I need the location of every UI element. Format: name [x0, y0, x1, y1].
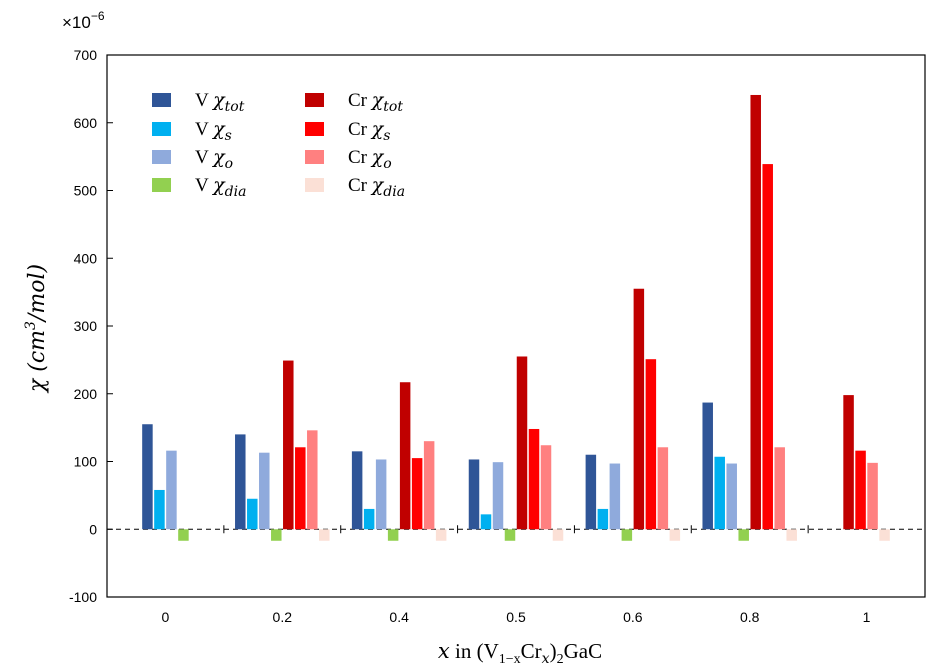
bar-v-tot-0.5 — [468, 459, 480, 530]
bar-v-o-0.2 — [259, 452, 270, 530]
x-axis-label: x in (V1−xCrx)2GaC — [438, 639, 602, 667]
bar-cr-o-0.6 — [657, 447, 669, 530]
bar-cr-tot-0.6 — [633, 288, 645, 530]
x-tick-label: 0.8 — [740, 609, 760, 625]
bar-v-s-0.8 — [714, 456, 725, 530]
bar-v-tot-0.8 — [702, 402, 713, 530]
x-tick-label: 1 — [863, 609, 871, 625]
legend-swatch-v-o — [152, 150, 171, 164]
y-axis-label: χ (cm3/mol) — [23, 264, 50, 394]
bar-v-s-0.6 — [597, 508, 609, 530]
y-tick-label: 600 — [74, 115, 98, 131]
bar-v-o-0.8 — [726, 463, 737, 530]
bar-cr-s-0.6 — [645, 359, 657, 530]
y-tick-label: 500 — [74, 183, 98, 199]
bar-v-tot-0 — [142, 424, 153, 530]
legend-label-v-dia: V χdia — [195, 174, 246, 200]
legend-swatch-v-tot — [152, 93, 171, 107]
y-tick-label: 0 — [89, 521, 97, 537]
bar-v-o-0.6 — [609, 463, 621, 530]
bar-cr-tot-0.4 — [399, 382, 411, 530]
bar-cr-o-0.5 — [540, 445, 552, 530]
bar-cr-s-1 — [855, 450, 866, 530]
bar-cr-tot-0.2 — [283, 360, 294, 530]
bar-v-o-0.5 — [492, 462, 504, 530]
legend-label-v-s: V χs — [195, 118, 232, 144]
legend-label-cr-s: Cr χs — [348, 118, 390, 144]
bar-v-dia-0.2 — [271, 529, 282, 541]
legend-swatch-cr-dia — [305, 178, 324, 192]
legend-swatch-v-dia — [152, 178, 171, 192]
x-tick-label: 0.6 — [623, 609, 643, 625]
bar-cr-s-0.5 — [528, 428, 540, 530]
legend-label-cr-o: Cr χo — [348, 146, 392, 172]
bar-v-dia-0.6 — [621, 529, 633, 541]
legend-label-cr-tot: Cr χtot — [348, 89, 403, 115]
bar-v-tot-0.2 — [235, 434, 246, 530]
bar-v-dia-0.5 — [504, 529, 516, 541]
bar-cr-tot-0.5 — [516, 356, 528, 530]
bar-v-s-0 — [154, 489, 165, 530]
legend-label-v-tot: V χtot — [195, 89, 245, 115]
bar-v-s-0.5 — [480, 514, 492, 530]
bar-v-dia-0.4 — [387, 529, 399, 541]
x-tick-label: 0.5 — [506, 609, 526, 625]
y-tick-label: 300 — [74, 318, 98, 334]
bar-cr-dia-0.8 — [786, 529, 797, 541]
bar-cr-o-0.4 — [423, 441, 435, 530]
bar-cr-dia-1 — [879, 529, 890, 541]
bar-cr-dia-0.4 — [435, 529, 447, 541]
bar-v-o-0.4 — [375, 459, 387, 530]
y-tick-label: 700 — [74, 47, 98, 63]
y-tick-label: 400 — [74, 250, 98, 266]
bar-v-dia-0 — [178, 529, 189, 541]
y-multiplier-label: ×10−6 — [62, 9, 105, 32]
bar-cr-o-0.2 — [307, 430, 318, 530]
y-tick-label: 200 — [74, 386, 98, 402]
bar-cr-tot-1 — [843, 395, 854, 530]
legend-swatch-cr-s — [305, 122, 324, 136]
bar-cr-dia-0.5 — [552, 529, 564, 541]
bar-cr-s-0.2 — [295, 447, 306, 530]
legend-swatch-v-s — [152, 122, 171, 136]
legend-swatch-cr-tot — [305, 93, 324, 107]
bar-cr-o-0.8 — [774, 447, 785, 530]
legend-swatch-cr-o — [305, 150, 324, 164]
bar-v-o-0 — [166, 450, 177, 530]
bar-cr-dia-0.6 — [669, 529, 681, 541]
y-tick-label: -100 — [69, 589, 97, 605]
bar-v-tot-0.6 — [585, 454, 597, 530]
plot-area: -100 0 100 200 300 400 500 600 700 0 0.2 0.4 0.5 0.6 0… — [69, 47, 926, 625]
x-tick-label: 0.4 — [389, 609, 409, 625]
bar-cr-tot-0.8 — [750, 94, 761, 530]
bar-v-s-0.4 — [363, 508, 375, 530]
legend-label-cr-dia: Cr χdia — [348, 174, 405, 200]
bar-cr-s-0.8 — [762, 164, 773, 530]
bar-v-tot-0.4 — [351, 451, 363, 530]
bar-cr-s-0.4 — [411, 458, 423, 530]
bar-cr-o-1 — [867, 462, 878, 530]
bar-v-dia-0.8 — [738, 529, 749, 541]
x-tick-label: 0.2 — [273, 609, 293, 625]
x-tick-label: 0 — [162, 609, 170, 625]
bar-v-s-0.2 — [247, 498, 258, 530]
bar-cr-dia-0.2 — [319, 529, 330, 541]
legend-label-v-o: V χo — [195, 146, 233, 172]
y-tick-label: 100 — [74, 454, 98, 470]
